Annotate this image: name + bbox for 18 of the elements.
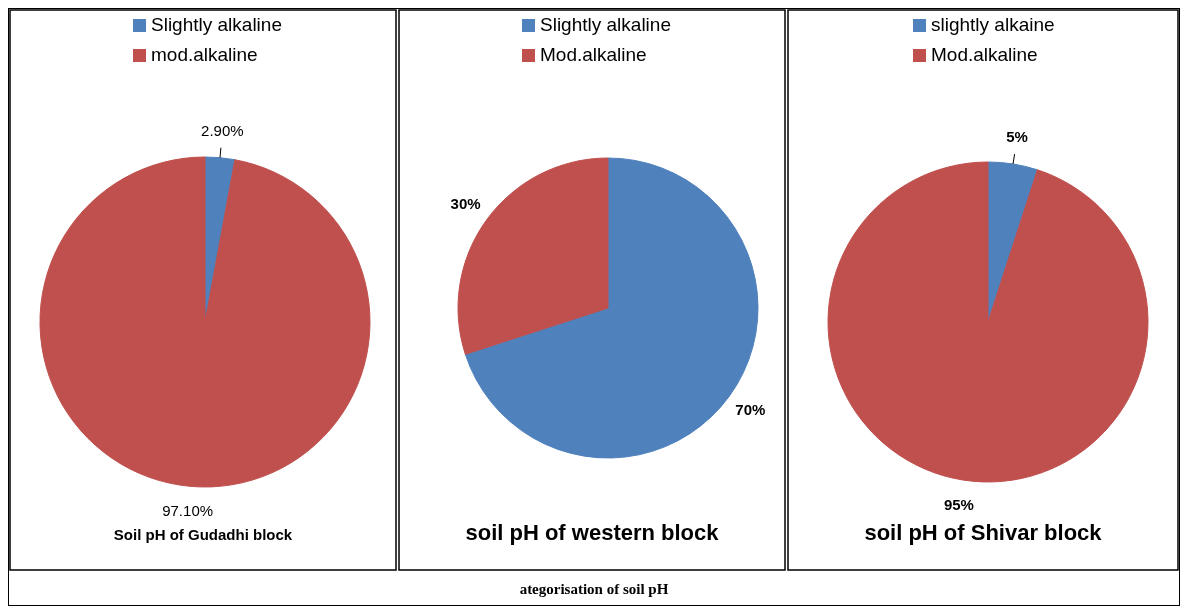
- legend-label: slightly alkaine: [931, 14, 1055, 36]
- legend-label: mod.alkaline: [151, 44, 258, 66]
- legend-label: Mod.alkaline: [931, 44, 1038, 66]
- text: soil pH of Shivar block: [864, 520, 1103, 545]
- data-label: 5%: [1006, 128, 1028, 146]
- data-label: 2.90%: [201, 121, 244, 139]
- text: Soil pH of Gudadhi block: [113, 526, 293, 543]
- legend-label: Slightly alkaline: [151, 14, 282, 36]
- text: ategorisation of soil pH: [519, 581, 669, 597]
- data-label: 97.10%: [162, 502, 214, 520]
- pie-slice: [39, 156, 371, 488]
- data-label: 30%: [450, 194, 481, 212]
- text: soil pH of western block: [465, 520, 720, 545]
- pie-slice: [827, 161, 1149, 483]
- legend-label: Mod.alkaline: [540, 44, 647, 66]
- legend-label: Slightly alkaline: [540, 14, 671, 36]
- data-label: 95%: [943, 495, 974, 513]
- data-label: 70%: [735, 401, 766, 419]
